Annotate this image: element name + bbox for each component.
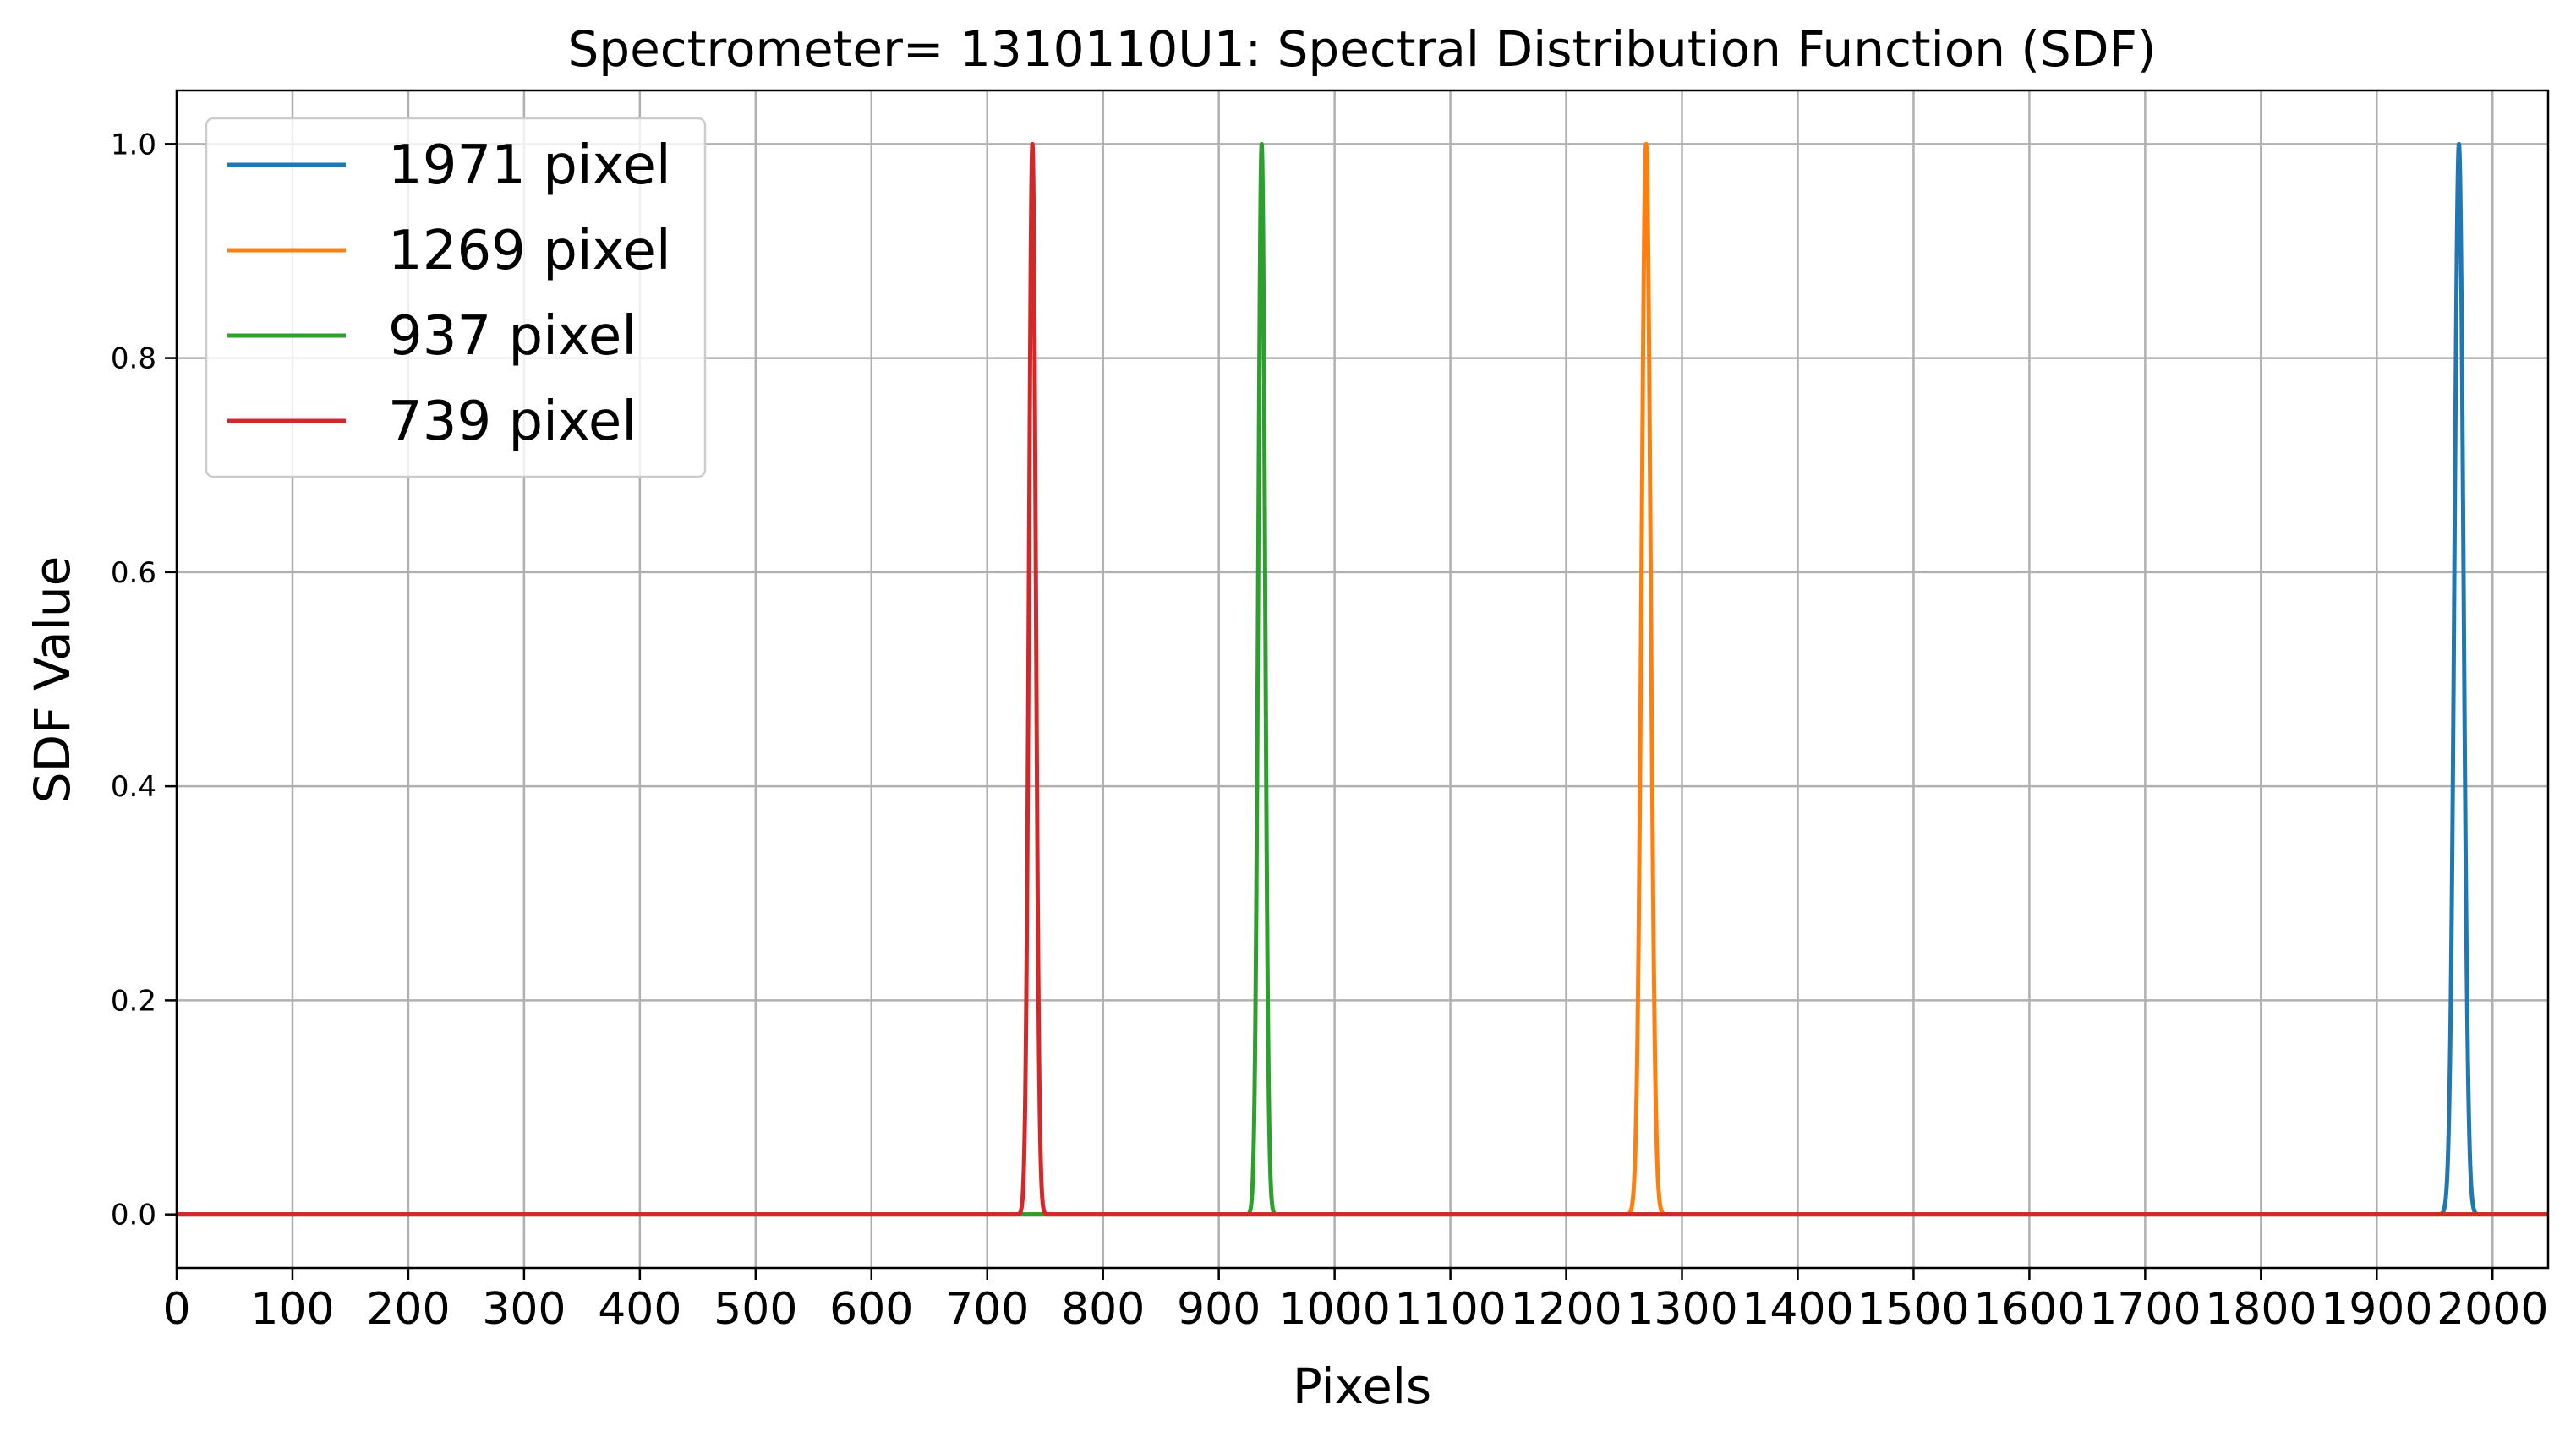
x-tick-label: 600 bbox=[829, 1284, 913, 1335]
legend: 1971 pixel 1269 pixel 937 pixel 739 pixel bbox=[205, 117, 707, 478]
x-tick-label: 300 bbox=[482, 1284, 566, 1335]
x-axis-ticks: 0 100 200 300 400 500 600 700 800 900 1000 1100 1200… bbox=[162, 1268, 2548, 1335]
y-axis-label: SDF Value bbox=[24, 556, 81, 804]
x-tick-label: 1800 bbox=[2205, 1284, 2316, 1335]
plot-frame bbox=[175, 89, 2550, 1270]
x-tick-label: 700 bbox=[945, 1284, 1029, 1335]
x-tick-label: 1300 bbox=[1626, 1284, 1737, 1335]
x-tick-label: 200 bbox=[366, 1284, 450, 1335]
y-tick-label: 0.8 bbox=[111, 342, 156, 376]
x-tick-label: 800 bbox=[1061, 1284, 1145, 1335]
series-line-739-pixel bbox=[177, 141, 2548, 1217]
y-tick-label: 0.4 bbox=[111, 770, 156, 804]
x-tick-label: 1500 bbox=[1857, 1284, 1969, 1335]
x-tick-label: 400 bbox=[598, 1284, 681, 1335]
x-tick-label: 1700 bbox=[2089, 1284, 2201, 1335]
x-tick-label: 1000 bbox=[1278, 1284, 1390, 1335]
y-tick-label: 1.0 bbox=[111, 128, 156, 161]
legend-entry: 739 pixel bbox=[388, 391, 637, 453]
y-axis-ticks: 0.0 0.2 0.4 0.6 0.8 1.0 bbox=[111, 128, 177, 1232]
x-tick-label: 0 bbox=[162, 1284, 190, 1335]
x-tick-label: 2000 bbox=[2437, 1284, 2548, 1335]
y-tick-label: 0.2 bbox=[111, 984, 156, 1018]
plot-series bbox=[177, 141, 2548, 1217]
legend-box bbox=[205, 117, 707, 478]
x-tick-label: 500 bbox=[714, 1284, 797, 1335]
y-tick-label: 0.6 bbox=[111, 556, 156, 590]
x-tick-label: 1200 bbox=[1510, 1284, 1622, 1335]
x-tick-label: 1400 bbox=[1742, 1284, 1853, 1335]
x-tick-label: 1600 bbox=[1973, 1284, 2085, 1335]
legend-entry: 1971 pixel bbox=[388, 134, 671, 197]
x-axis-label: Pixels bbox=[1293, 1358, 1431, 1415]
x-tick-label: 1100 bbox=[1394, 1284, 1506, 1335]
x-tick-label: 1900 bbox=[2321, 1284, 2432, 1335]
x-tick-label: 900 bbox=[1177, 1284, 1261, 1335]
chart-title: Spectrometer= 1310110U1: Spectral Distri… bbox=[567, 20, 2156, 78]
y-tick-label: 0.0 bbox=[111, 1199, 156, 1232]
legend-entry: 937 pixel bbox=[388, 305, 637, 368]
legend-entry: 1269 pixel bbox=[388, 220, 671, 282]
x-tick-label: 100 bbox=[250, 1284, 334, 1335]
